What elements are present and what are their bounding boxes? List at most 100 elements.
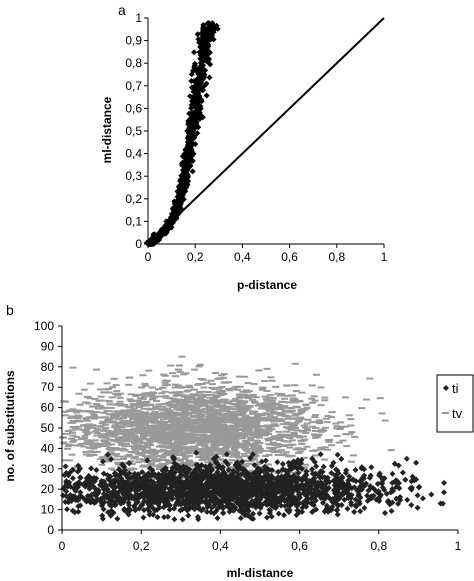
tv-point bbox=[106, 417, 114, 420]
tv-point bbox=[194, 400, 202, 403]
tv-point bbox=[300, 456, 308, 459]
tv-point bbox=[183, 404, 191, 407]
tv-point bbox=[221, 454, 229, 457]
tv-point bbox=[251, 401, 259, 404]
ti-point bbox=[323, 502, 330, 509]
tv-point bbox=[196, 416, 204, 419]
tv-point bbox=[115, 463, 123, 466]
tv-point bbox=[126, 398, 134, 401]
tv-point bbox=[111, 453, 119, 456]
tv-point bbox=[159, 433, 167, 436]
panel-b: b 0 0,2 0,4 0,6 0,8 1 0102030405060708090100 … bbox=[3, 302, 474, 580]
tv-point bbox=[77, 438, 85, 441]
tv-point bbox=[128, 414, 136, 417]
tv-point bbox=[214, 431, 222, 434]
ti-point bbox=[243, 499, 250, 506]
tv-point bbox=[127, 432, 135, 435]
tv-point bbox=[366, 377, 374, 380]
tv-point bbox=[139, 428, 147, 431]
tv-point bbox=[265, 409, 273, 412]
tv-point bbox=[300, 424, 308, 427]
tv-point bbox=[216, 399, 224, 402]
tv-point bbox=[252, 396, 260, 399]
tv-point bbox=[218, 386, 226, 389]
ti-point bbox=[415, 484, 422, 491]
tv-point bbox=[291, 384, 299, 387]
tv-point bbox=[211, 449, 219, 452]
tv-point bbox=[125, 421, 133, 424]
tv-point bbox=[145, 369, 153, 372]
tv-point bbox=[111, 424, 119, 427]
tv-point bbox=[256, 448, 264, 451]
tv-point bbox=[104, 406, 112, 409]
tv-point bbox=[188, 452, 196, 455]
tv-point bbox=[192, 420, 200, 423]
tv-point bbox=[131, 424, 139, 427]
tv-point bbox=[82, 401, 90, 404]
tv-point bbox=[259, 430, 267, 433]
tv-point bbox=[98, 463, 106, 466]
tv-point bbox=[183, 448, 191, 451]
tv-point bbox=[225, 388, 233, 391]
tv-point bbox=[240, 429, 248, 432]
tv-point bbox=[276, 438, 284, 441]
tv-point bbox=[294, 421, 302, 424]
tv-point bbox=[332, 422, 340, 425]
tv-point bbox=[239, 420, 247, 423]
tv-point bbox=[149, 391, 157, 394]
tv-point bbox=[163, 383, 171, 386]
tv-point bbox=[155, 437, 163, 440]
tv-point bbox=[82, 450, 90, 453]
tv-point bbox=[288, 439, 296, 442]
tv-point bbox=[312, 430, 320, 433]
tv-point bbox=[289, 443, 297, 446]
panel-b-label: b bbox=[6, 302, 14, 318]
tv-point bbox=[125, 453, 133, 456]
tv-point bbox=[167, 364, 175, 367]
tv-point bbox=[216, 433, 224, 436]
tv-point bbox=[108, 430, 116, 433]
ti-point bbox=[281, 512, 288, 519]
tv-point bbox=[90, 443, 98, 446]
tv-point bbox=[178, 435, 186, 438]
tv-point bbox=[62, 400, 70, 403]
data-point bbox=[182, 160, 189, 167]
tv-point bbox=[291, 414, 299, 417]
tv-point bbox=[243, 443, 251, 446]
tv-point bbox=[284, 440, 292, 443]
tv-point bbox=[172, 432, 180, 435]
tv-point bbox=[178, 429, 186, 432]
panel-a-x-ticks: 0 0,2 0,4 0,6 0,8 1 bbox=[145, 244, 388, 264]
tv-point bbox=[136, 426, 144, 429]
tv-point bbox=[204, 401, 212, 404]
ti-point bbox=[145, 506, 152, 513]
tv-point bbox=[123, 424, 131, 427]
ti-point bbox=[367, 495, 374, 502]
tv-point bbox=[212, 411, 220, 414]
data-point bbox=[191, 60, 198, 67]
tv-point bbox=[317, 386, 325, 389]
tv-point bbox=[326, 438, 334, 441]
ti-point bbox=[278, 502, 285, 509]
tv-point bbox=[225, 451, 233, 454]
tv-point bbox=[191, 422, 199, 425]
tv-point bbox=[227, 407, 235, 410]
tv-point bbox=[105, 420, 113, 423]
tv-point bbox=[163, 379, 171, 382]
tv-point bbox=[250, 400, 258, 403]
tv-point bbox=[222, 445, 230, 448]
tv-point bbox=[113, 428, 121, 431]
tv-point bbox=[279, 406, 287, 409]
tv-point bbox=[229, 421, 237, 424]
tv-point bbox=[223, 450, 231, 453]
tv-point bbox=[202, 441, 210, 444]
data-point bbox=[163, 225, 170, 232]
tv-point bbox=[226, 439, 234, 442]
tv-point bbox=[101, 440, 109, 443]
tv-point bbox=[269, 448, 277, 451]
tv-point bbox=[278, 400, 286, 403]
ti-point bbox=[107, 512, 114, 519]
tv-point bbox=[231, 446, 239, 449]
tv-point bbox=[83, 395, 91, 398]
tv-point bbox=[262, 417, 270, 420]
